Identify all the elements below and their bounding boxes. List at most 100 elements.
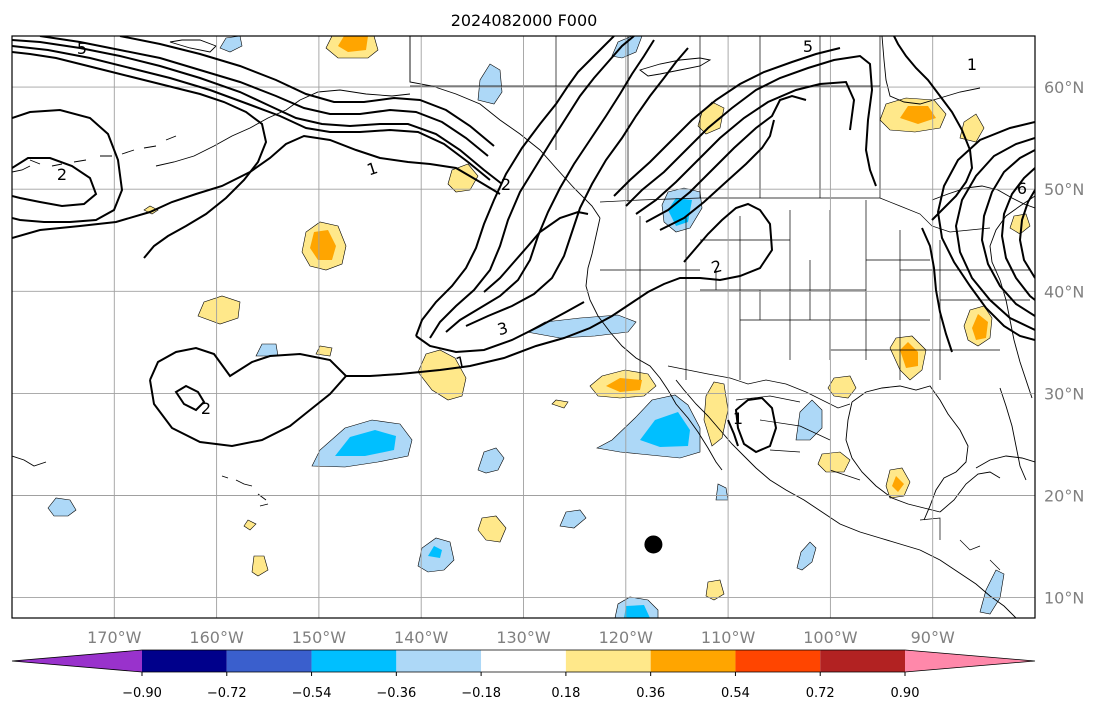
coastline-west-us	[585, 217, 669, 391]
latitude-tick-labels: 10°N 20°N 30°N 40°N 50°N 60°N	[1044, 78, 1084, 608]
pos-anomaly-core	[310, 230, 336, 260]
pos-anomaly-core	[338, 36, 368, 52]
contour-label: 6	[1017, 179, 1027, 198]
colorbar-tick-label: 0.90	[891, 686, 920, 701]
map-panel: 1 1 1 2 2 2 2 3 5 5 6 1	[11, 35, 1036, 619]
contour-label: 2	[709, 256, 724, 277]
pos-anomaly-core	[900, 342, 918, 368]
contour-east-2	[954, 137, 1035, 331]
map-frame	[11, 35, 1036, 619]
pos-anomaly-core	[972, 314, 988, 340]
contour-1-loop	[149, 202, 774, 381]
contour-east-6	[893, 36, 974, 221]
pos-anomaly-area	[817, 451, 851, 473]
colorbar-tick-label: 0.72	[806, 686, 835, 701]
mexico-states	[735, 395, 861, 481]
contours	[12, 36, 1035, 454]
contour-trough-1	[415, 36, 615, 337]
pos-anomaly-area	[959, 113, 985, 143]
contour-ridge-3	[635, 80, 856, 215]
contour-trough-5	[415, 301, 585, 354]
contour-1-mid	[12, 51, 268, 259]
neg-anomaly-core	[428, 546, 442, 558]
contour-2-small-loop	[174, 384, 206, 412]
lat-tick-label: 20°N	[1044, 486, 1084, 505]
colorbar-swatch	[481, 650, 566, 672]
contour-ridge-5	[659, 119, 775, 231]
pos-anomaly-area	[447, 163, 479, 193]
neg-anomaly-core	[624, 605, 650, 618]
location-marker	[644, 535, 663, 554]
contour-label: 2	[501, 175, 511, 194]
coastline-east-us	[989, 195, 1035, 399]
pos-anomaly-area	[705, 579, 725, 601]
colorbar: −0.90 −0.72 −0.54 −0.36 −0.18 0.18 0.36 0.54 0.7…	[11, 649, 1036, 701]
coastline-hawaii	[221, 475, 269, 507]
colorbar-tick-label: 0.18	[551, 686, 580, 701]
coastline-gulf-us	[845, 401, 941, 513]
contour-ridge-4	[645, 94, 807, 223]
colorbar-tick-label: −0.90	[122, 686, 162, 701]
coastline-baja	[667, 389, 723, 471]
contour-stack-north-3	[39, 36, 489, 157]
lon-tick-label: 90°W	[911, 628, 955, 647]
contour-trough-4	[465, 47, 689, 327]
lat-tick-label: 40°N	[1044, 282, 1084, 301]
contour-label: 1	[454, 352, 468, 373]
contour-label: 3	[495, 318, 510, 339]
lon-tick-label: 120°W	[599, 628, 654, 647]
neg-anomaly-area	[219, 36, 243, 53]
coastline-florida	[999, 387, 1027, 481]
contour-east-1	[936, 121, 1035, 341]
coastline-aleutians	[29, 135, 177, 167]
contour-label: 2	[201, 399, 211, 418]
neg-anomaly-area	[796, 541, 817, 571]
central-america-borders	[919, 517, 1001, 571]
colorbar-tick-label: −0.18	[461, 686, 501, 701]
pos-anomaly-core	[606, 378, 642, 392]
colorbar-swatch	[820, 650, 905, 672]
us-mexico-border	[667, 365, 851, 409]
colorbar-swatch	[396, 650, 482, 672]
coastline-alaska	[409, 36, 601, 219]
contour-east-5	[1018, 189, 1035, 279]
shaded-anomalies	[47, 36, 1031, 618]
contour-label: 1	[967, 55, 977, 74]
contour-stack-north-2	[12, 45, 491, 181]
pos-anomaly-area	[251, 555, 269, 577]
canada-provinces	[410, 36, 881, 202]
neg-anomaly-area	[477, 447, 505, 474]
coastline-gulf-california	[675, 379, 921, 551]
colorbar-swatch	[565, 650, 651, 672]
pos-anomaly-area	[243, 519, 257, 531]
gridlines	[12, 36, 1035, 618]
pos-anomaly-core	[892, 476, 904, 492]
contour-label: 5	[803, 37, 813, 56]
neg-anomaly-area	[795, 399, 823, 441]
lat-tick-label: 30°N	[1044, 384, 1084, 403]
lon-tick-label: 160°W	[189, 628, 244, 647]
coastline-yucatan	[939, 471, 1001, 513]
colorbar-swatch	[650, 650, 736, 672]
contour-east-7	[921, 227, 953, 353]
lon-tick-label: 140°W	[394, 628, 449, 647]
contour-1-west-loop	[12, 108, 124, 223]
neg-anomaly-area	[979, 569, 1005, 615]
contour-1-north-pacific	[12, 134, 501, 239]
longitude-tick-labels: 170°W 160°W 150°W 140°W 130°W 120°W 110°W 100°W…	[87, 628, 955, 647]
lon-tick-label: 130°W	[496, 628, 551, 647]
coastline-central-america	[919, 549, 1017, 618]
coastline-canada-east	[931, 185, 1035, 209]
contour-ridge-2	[625, 54, 877, 207]
contour-label: 1	[733, 409, 743, 428]
coastline-alaska-peninsula	[155, 89, 411, 167]
lon-tick-label: 100°W	[803, 628, 858, 647]
coastlines	[12, 36, 1035, 618]
colorbar-extend-low	[12, 650, 142, 672]
neg-anomaly-core	[640, 412, 690, 447]
contour-east-3	[980, 149, 1035, 317]
colorbar-swatch	[735, 650, 821, 672]
colorbar-tick-label: 0.54	[721, 686, 750, 701]
coastline-hudson-bay	[881, 36, 981, 105]
coastline-cuba	[975, 455, 1035, 469]
